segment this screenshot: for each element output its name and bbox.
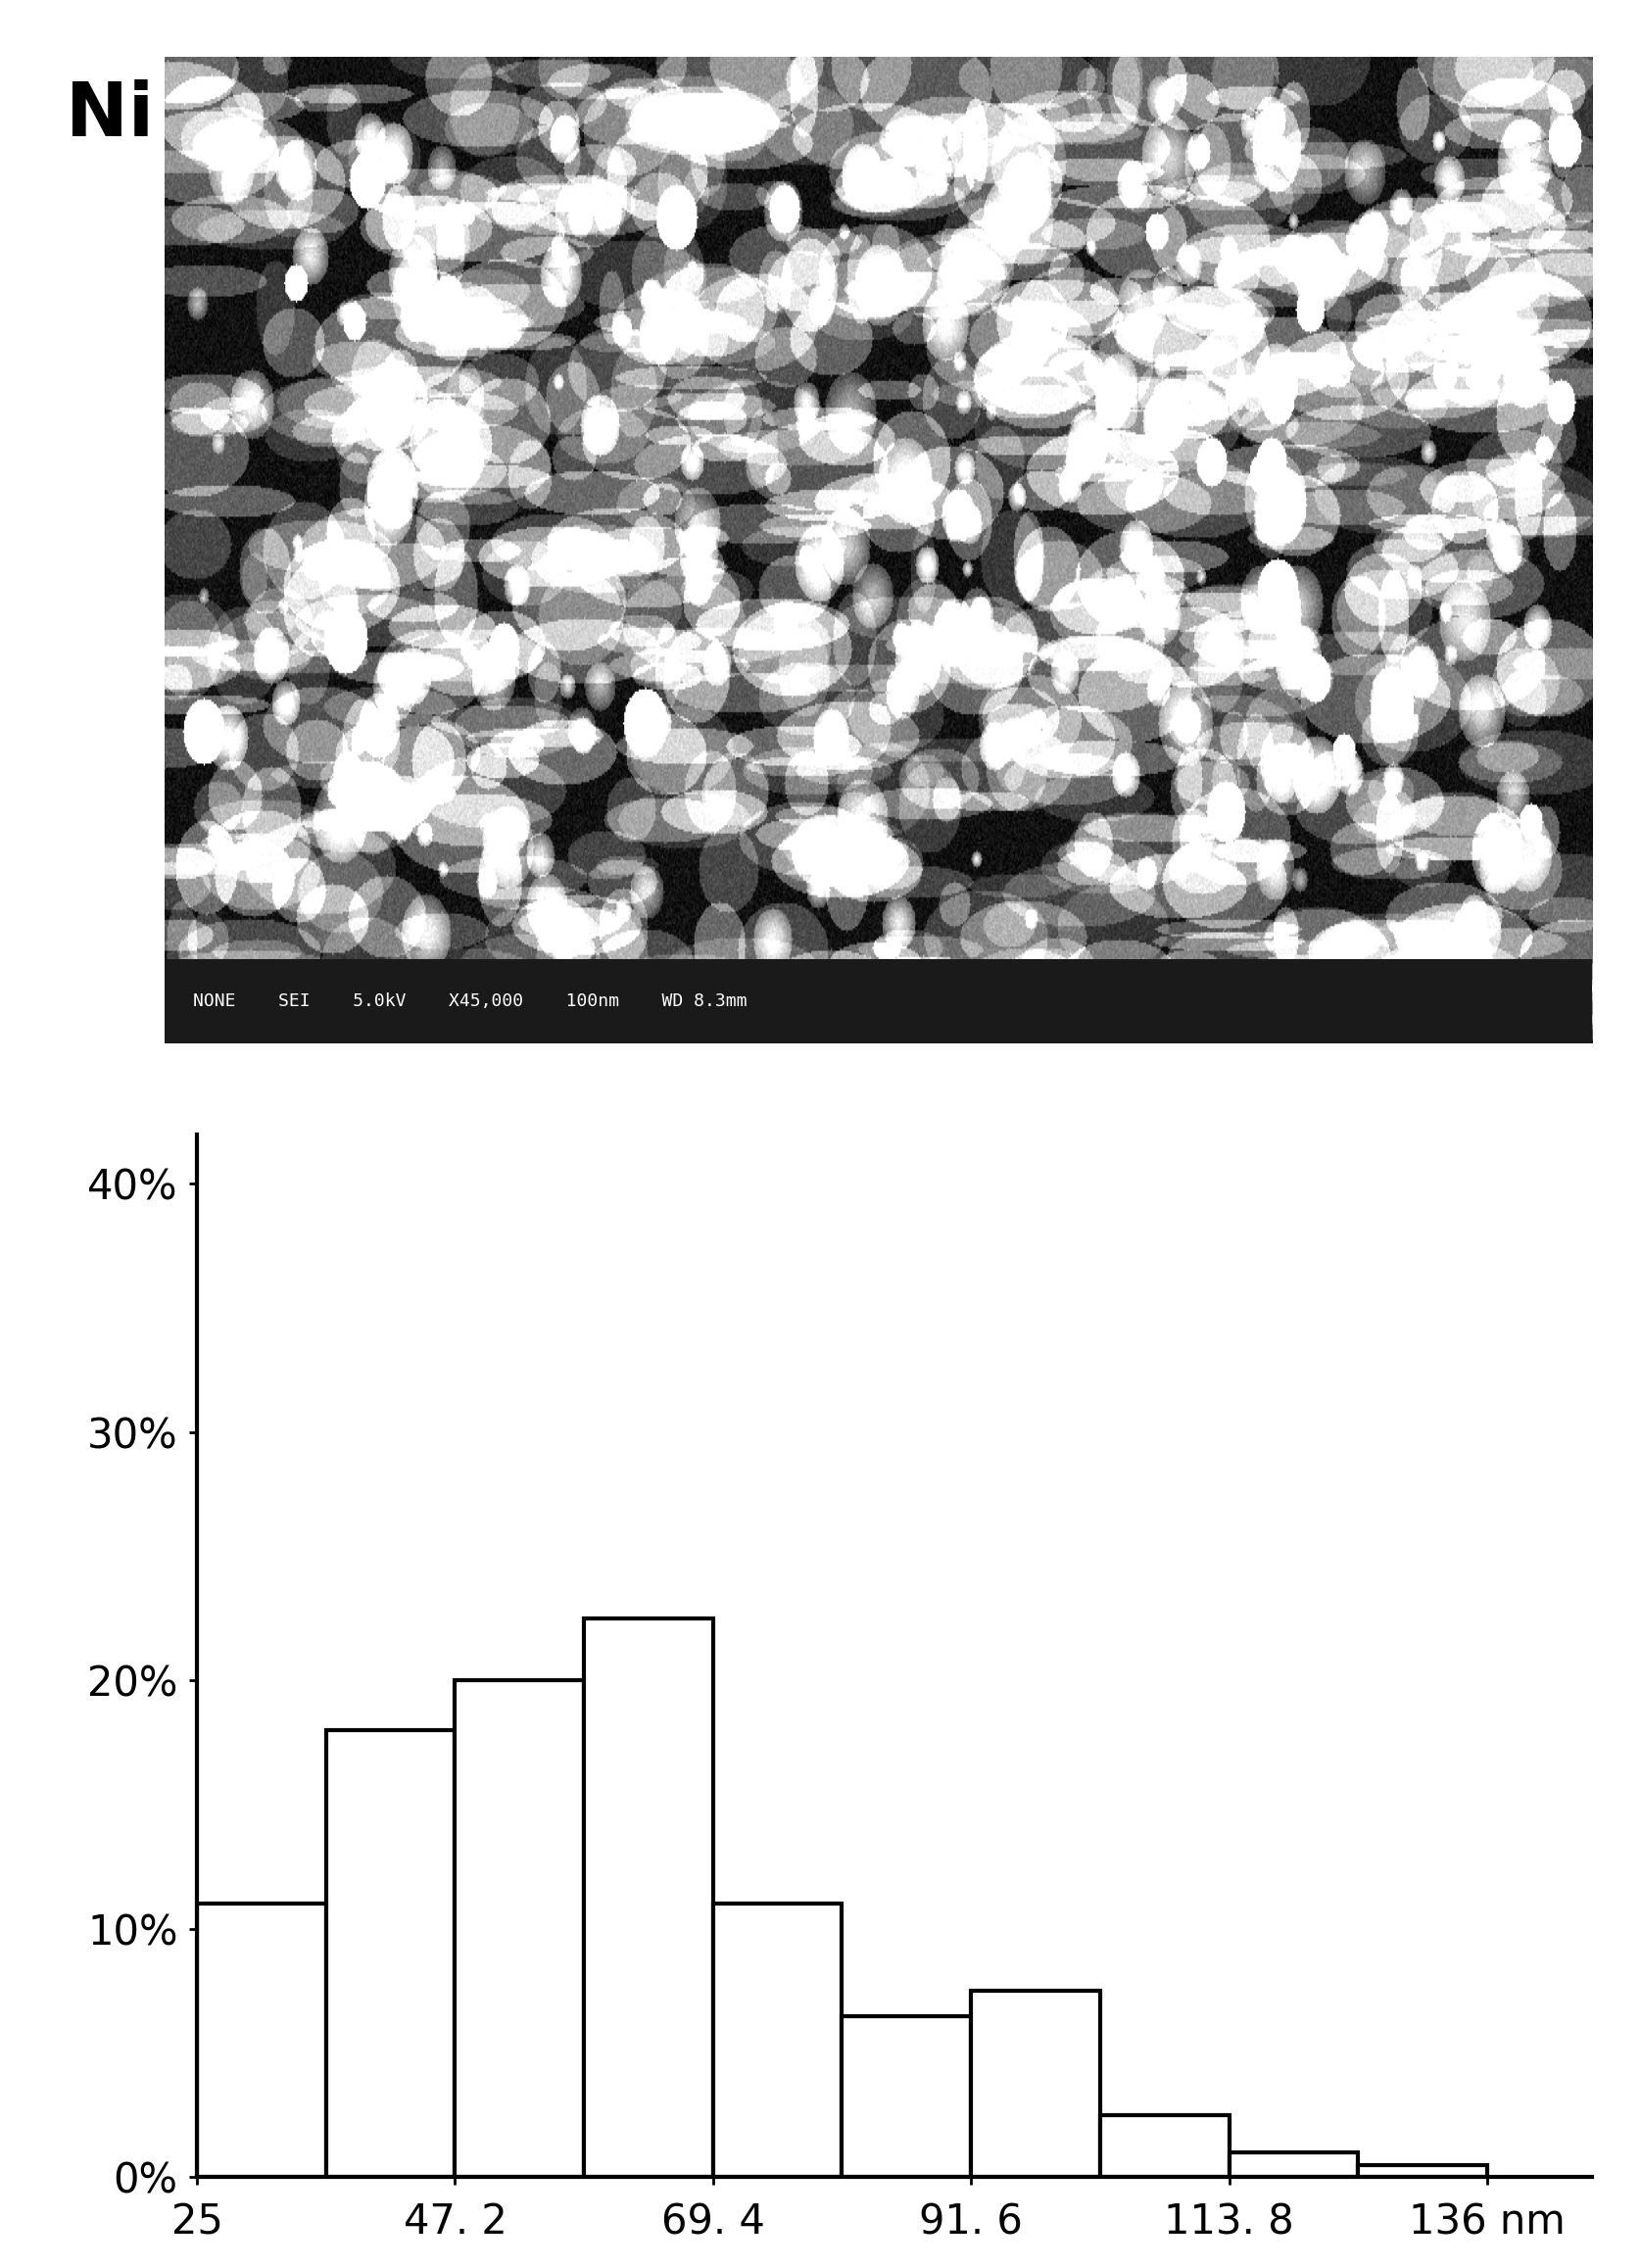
Bar (1229, 2152, 1359, 2177)
Bar (197, 1905, 327, 2177)
Bar (1359, 2166, 1487, 2177)
Bar (455, 1681, 584, 2177)
Bar (584, 1619, 712, 2177)
Text: NONE    SEI    5.0kV    X45,000    100nm    WD 8.3mm: NONE SEI 5.0kV X45,000 100nm WD 8.3mm (192, 993, 747, 1009)
Bar (164, 959, 1592, 1043)
Bar (971, 1991, 1099, 2177)
Bar (1099, 2116, 1229, 2177)
Bar (712, 1905, 842, 2177)
Bar (327, 1730, 455, 2177)
Text: Ni: Ni (66, 79, 154, 152)
Bar (842, 2016, 971, 2177)
